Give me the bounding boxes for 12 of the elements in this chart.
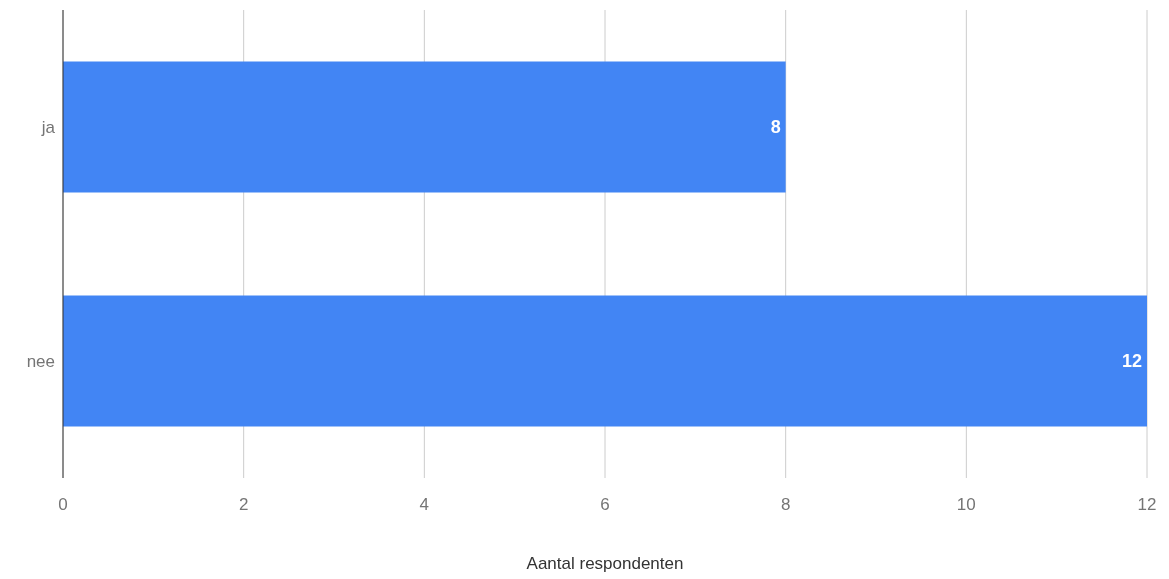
x-axis-title: Aantal respondenten [526,554,684,573]
x-tick-label: 2 [238,495,249,515]
x-tick-label: 0 [58,495,68,515]
y-tick-label: nee [26,352,55,372]
x-tick-label: 4 [419,495,430,515]
x-tick-label: 10 [956,495,976,515]
data-label: 8 [770,117,781,138]
x-tick-label: 8 [780,495,791,515]
y-tick-label: ja [40,118,56,138]
data-label: 12 [1121,351,1142,372]
x-tick-label: 12 [1137,495,1157,515]
x-tick-label: 6 [600,495,610,515]
